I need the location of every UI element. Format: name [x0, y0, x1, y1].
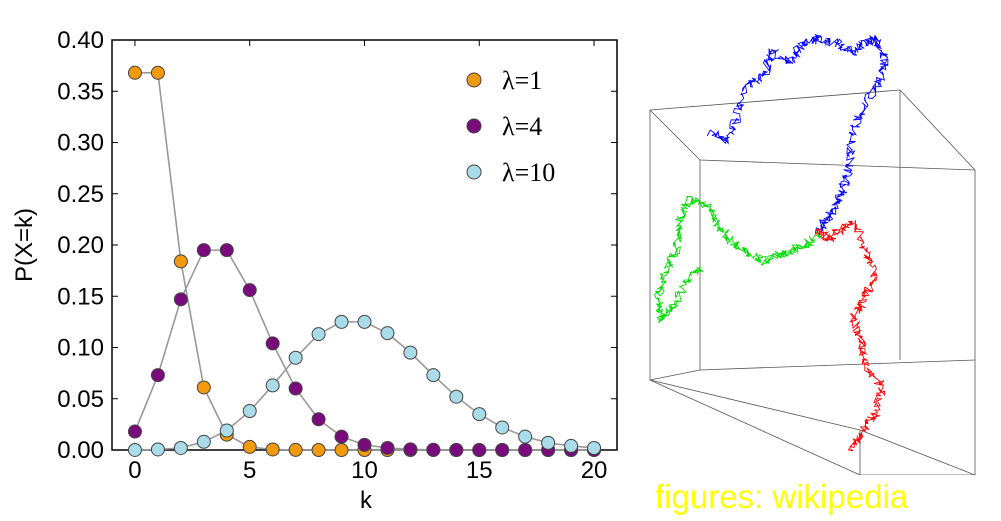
data-point [426, 368, 441, 383]
data-point [196, 243, 211, 258]
data-point [564, 438, 579, 453]
data-point [426, 442, 441, 457]
x-tick-label: 20 [581, 457, 608, 484]
data-point [472, 407, 487, 422]
data-point [334, 314, 349, 329]
legend-entry-label: λ=1 [502, 66, 542, 95]
data-point [541, 435, 556, 450]
random-walk-3d-figure [649, 33, 976, 475]
data-point [173, 254, 188, 269]
legend-entry-label: λ=10 [502, 158, 555, 187]
x-tick-label: 15 [466, 457, 493, 484]
legend-marker [466, 118, 482, 134]
data-point [518, 443, 533, 457]
x-tick-label: 5 [243, 457, 256, 484]
data-point [242, 283, 257, 298]
legend-marker [466, 164, 482, 180]
data-point [472, 443, 487, 457]
legend-marker [466, 72, 482, 88]
data-point [219, 423, 234, 438]
data-point [518, 429, 533, 444]
data-point [219, 243, 234, 258]
random-walk-path [814, 220, 886, 452]
plot-frame [111, 39, 618, 451]
data-point [380, 326, 395, 341]
data-point [449, 389, 464, 404]
data-point [380, 440, 395, 455]
data-point [242, 404, 257, 419]
y-tick-label: 0.25 [57, 181, 104, 208]
data-point [334, 429, 349, 444]
data-point [150, 442, 165, 457]
data-point [449, 443, 464, 457]
data-point [357, 437, 372, 452]
x-axis-label: k [360, 487, 373, 514]
data-point [196, 434, 211, 449]
poisson-chart: P(X=k) k 0 5 10 15 20 0.00 0.05 0.10 0.15 0.20 0.2… [11, 27, 618, 514]
data-point [242, 439, 257, 454]
data-point [127, 442, 142, 457]
y-tick-label: 0.35 [57, 78, 104, 105]
data-point [173, 292, 188, 307]
data-point [311, 443, 326, 457]
random-walk-path [706, 33, 889, 233]
data-point [265, 378, 280, 393]
data-point [311, 412, 326, 427]
data-point [311, 327, 326, 342]
random-walk-path [654, 196, 822, 323]
data-point [265, 442, 280, 457]
y-tick-label: 0.20 [57, 232, 104, 259]
data-point [495, 420, 510, 435]
y-tick-label: 0.00 [57, 437, 104, 464]
data-point [150, 368, 165, 383]
data-point [403, 345, 418, 360]
data-point [127, 65, 142, 80]
data-point [127, 424, 142, 439]
y-axis-label: P(X=k) [11, 208, 38, 282]
y-tick-label: 0.05 [57, 386, 104, 413]
data-point [265, 336, 280, 351]
y-tick-label: 0.40 [57, 27, 104, 54]
data-point [403, 442, 418, 457]
data-point [150, 65, 165, 80]
data-point [196, 380, 211, 395]
y-tick-label: 0.15 [57, 283, 104, 310]
data-point [334, 443, 349, 457]
y-tick-label: 0.30 [57, 130, 104, 157]
legend-entry-label: λ=4 [502, 112, 542, 141]
data-point [288, 381, 303, 396]
data-point [495, 443, 510, 457]
x-tick-label: 10 [351, 457, 378, 484]
data-point [173, 440, 188, 455]
data-point [587, 440, 602, 455]
data-point [357, 314, 372, 329]
figure-credit-caption: figures: wikipedia [655, 478, 909, 515]
x-tick-label: 0 [128, 457, 141, 484]
cube-wireframe [649, 89, 976, 475]
y-tick-label: 0.10 [57, 335, 104, 362]
data-point [288, 350, 303, 365]
data-point [288, 442, 303, 457]
series-line [134, 249, 595, 451]
